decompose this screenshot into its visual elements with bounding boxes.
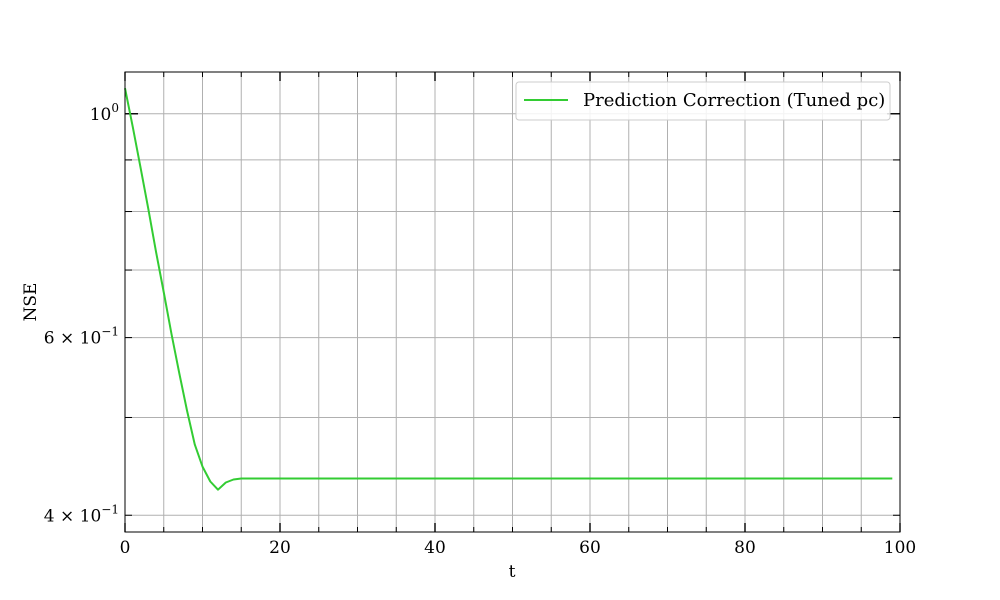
legend: Prediction Correction (Tuned pc) (515, 81, 891, 121)
y-tick-label: 6 × 10−1 (44, 325, 119, 349)
tick-labels: 0 20 40 60 80 100 100 6 × 10−1 4 × 10−1 (44, 101, 916, 558)
x-tick-label: 40 (424, 538, 446, 558)
grid-lines (125, 72, 900, 532)
x-tick-label: 0 (120, 538, 131, 558)
x-tick-label: 100 (884, 538, 916, 558)
y-tick-label: 4 × 10−1 (44, 502, 119, 526)
x-axis-label: t (509, 562, 516, 582)
series-layer (124, 88, 893, 491)
x-tick-label: 60 (579, 538, 601, 558)
legend-entry-label: Prediction Correction (Tuned pc) (583, 90, 885, 111)
series-line-prediction-correction (124, 88, 893, 491)
legend-box (515, 81, 891, 121)
x-tick-label: 20 (269, 538, 291, 558)
y-tick-label: 100 (90, 101, 119, 125)
x-tick-label: 80 (734, 538, 756, 558)
plot-frame (124, 71, 901, 533)
y-axis-label: NSE (21, 283, 41, 322)
